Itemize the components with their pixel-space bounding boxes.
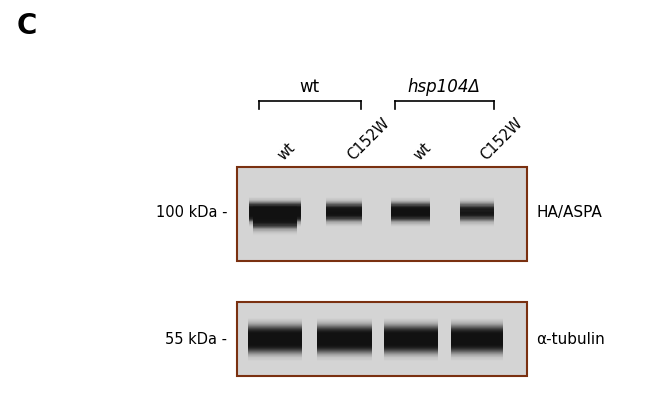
Text: C152W: C152W xyxy=(344,115,392,163)
Text: wt: wt xyxy=(300,78,320,96)
Text: wt: wt xyxy=(275,140,298,163)
Text: HA/ASPA: HA/ASPA xyxy=(536,205,602,220)
Text: C152W: C152W xyxy=(477,115,525,163)
Text: 55 kDa -: 55 kDa - xyxy=(166,332,228,347)
Bar xyxy=(237,302,526,376)
Text: wt: wt xyxy=(411,140,434,163)
Bar xyxy=(237,167,526,261)
Text: α-tubulin: α-tubulin xyxy=(536,332,605,347)
Text: hsp104Δ: hsp104Δ xyxy=(408,78,480,96)
Text: 100 kDa -: 100 kDa - xyxy=(156,205,228,220)
Text: C: C xyxy=(16,12,36,40)
